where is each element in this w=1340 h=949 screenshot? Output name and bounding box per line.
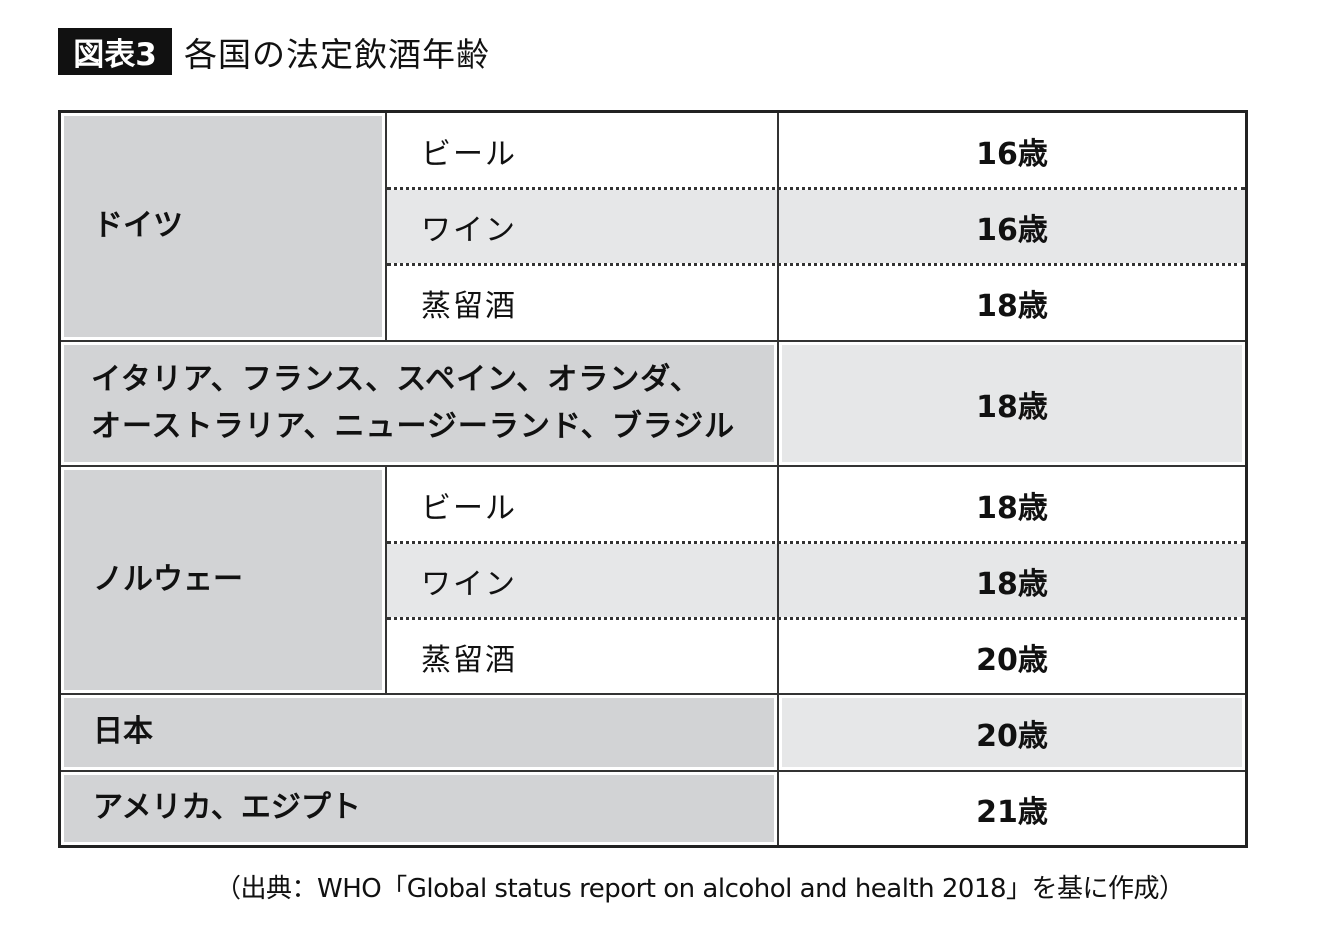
type-cell: ワイン [387,190,777,263]
age-cell: 21歳 [976,794,1048,830]
type-cell: ビール [421,490,517,526]
country-cell-japan: 日本 [61,695,777,770]
divider [61,693,1245,695]
divider [385,467,387,693]
age-cell: 20歳 [779,695,1245,770]
country-list: イタリア、フランス、スペイン、オランダ、 オーストラリア、ニュージーランド、ブラジ… [91,357,735,450]
type-cell: ワイン [387,544,777,617]
age-cell: 18歳 [779,342,1245,465]
divider [777,113,779,845]
age-cell: 18歳 [779,544,1245,617]
divider [385,113,387,340]
dotted-divider [387,541,1245,544]
country-cell-usa-egypt: アメリカ、エジプト [61,772,777,845]
dotted-divider [387,617,1245,620]
age-cell: 20歳 [976,642,1048,678]
divider [61,465,1245,467]
source-note: （出典：WHO「Global status report on alcohol … [215,874,1185,904]
drinking-age-table: ドイツ ビール 16歳 ワイン 16歳 蒸留酒 18歳 イタリア、フランス、スペ… [58,110,1248,848]
age-cell: 18歳 [976,490,1048,526]
figure-title: 各国の法定飲酒年齢 [184,34,490,74]
country-cell-germany: ドイツ [61,113,385,340]
dotted-divider [387,263,1245,266]
country-label: ドイツ [93,208,183,244]
age-cell: 16歳 [779,190,1245,263]
country-label: ノルウェー [93,561,243,597]
country-cell-norway: ノルウェー [61,467,385,693]
type-cell: ビール [421,136,517,172]
dotted-divider [387,187,1245,190]
country-cell-group: イタリア、フランス、スペイン、オランダ、 オーストラリア、ニュージーランド、ブラジ… [61,342,777,465]
figure-label-badge: 図表3 [58,28,172,75]
divider [61,770,1245,772]
country-list-line: オーストラリア、ニュージーランド、ブラジル [91,408,736,444]
divider [61,340,1245,342]
type-cell: 蒸留酒 [421,642,517,678]
type-cell: 蒸留酒 [421,289,517,324]
country-list-line: イタリア、フランス、スペイン、オランダ、 [91,362,701,397]
age-cell: 18歳 [976,289,1048,324]
age-cell: 16歳 [976,136,1048,172]
